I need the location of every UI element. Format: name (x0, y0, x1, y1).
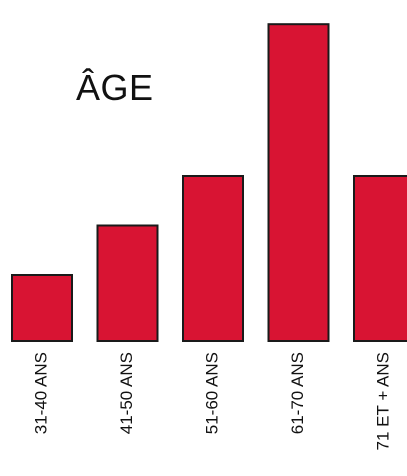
x-tick-label: 71 ET + ANS (373, 352, 392, 450)
x-tick-label: 41-50 ANS (117, 352, 136, 434)
bar (353, 175, 407, 342)
bar (267, 23, 330, 342)
chart-title: ÂGE (76, 67, 154, 108)
x-tick-label: 61-70 ANS (288, 352, 307, 434)
x-tick-label: 31-40 ANS (31, 352, 50, 434)
x-tick-label: 51-60 ANS (202, 352, 221, 434)
bar (11, 274, 73, 342)
bars-group (11, 23, 407, 342)
bar (182, 175, 244, 342)
bar (96, 224, 159, 342)
x-tick-labels-group: 31-40 ANS 41-50 ANS 51-60 ANS 61-70 ANS 71 E… (31, 352, 392, 450)
